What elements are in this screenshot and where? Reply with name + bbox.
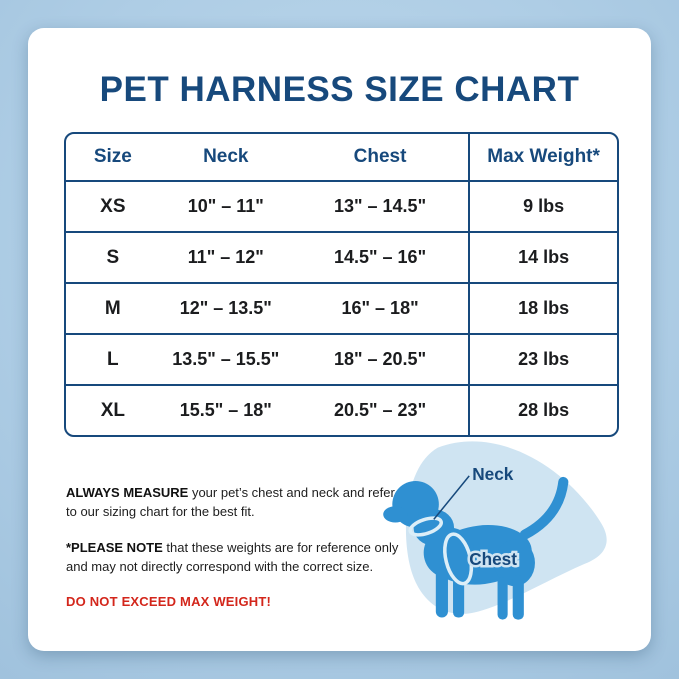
cell-chest: 20.5" – 23" bbox=[333, 400, 427, 420]
cell-size: XL bbox=[100, 399, 125, 421]
cell-chest: 13" – 14.5" bbox=[333, 196, 427, 216]
cell-chest: 14.5" – 16" bbox=[333, 247, 427, 267]
cell-chest: 18" – 20.5" bbox=[333, 349, 427, 369]
note-measure-lead: ALWAYS MEASURE bbox=[66, 485, 189, 500]
table-header-max-weight: Max Weight* bbox=[468, 134, 617, 180]
cell-neck: 10" – 11" bbox=[187, 196, 264, 216]
page-title: PET HARNESS SIZE CHART bbox=[99, 70, 580, 109]
cell-max-weight: 9 lbs bbox=[468, 182, 617, 231]
cell-neck: 12" – 13.5" bbox=[179, 298, 272, 318]
dog-illustration: Neck Chest bbox=[383, 441, 607, 620]
cell-size: S bbox=[106, 246, 120, 268]
cell-neck: 15.5" – 18" bbox=[179, 400, 272, 420]
cell-max-weight: 14 lbs bbox=[468, 233, 617, 282]
table-row: XL 15.5" – 18" 20.5" – 23" 28 lbs bbox=[66, 384, 617, 435]
warning-text: DO NOT EXCEED MAX WEIGHT! bbox=[66, 594, 272, 610]
table-row: S 11" – 12" 14.5" – 16" 14 lbs bbox=[66, 231, 617, 282]
note-measure-text: your pet’s chest and neck and refer to o… bbox=[66, 485, 395, 519]
table-row: M 12" – 13.5" 16" – 18" 18 lbs bbox=[66, 282, 617, 333]
cell-chest: 16" – 18" bbox=[341, 298, 419, 318]
dog-figure: Neck Chest bbox=[365, 423, 623, 631]
neck-ring bbox=[408, 516, 444, 537]
table-header-size: Size bbox=[93, 146, 132, 167]
table-header-neck: Neck bbox=[203, 146, 249, 167]
cell-size: L bbox=[107, 348, 119, 370]
neck-leader-line bbox=[433, 475, 470, 520]
note-reference-text: that these weights are for reference onl… bbox=[66, 539, 399, 574]
cell-neck: 13.5" – 15.5" bbox=[172, 349, 280, 369]
table-header-chest: Chest bbox=[353, 146, 407, 167]
table-header-row: Size Neck Chest Max Weight* bbox=[66, 134, 617, 180]
cell-size: M bbox=[104, 297, 121, 319]
notes-block: ALWAYS MEASURE your pet’s chest and neck… bbox=[66, 484, 402, 629]
chest-label: Chest bbox=[469, 549, 517, 569]
cell-max-weight: 28 lbs bbox=[468, 386, 617, 435]
neck-label: Neck bbox=[472, 464, 514, 484]
cell-max-weight: 18 lbs bbox=[468, 284, 617, 333]
table-row: XS 10" – 11" 13" – 14.5" 9 lbs bbox=[66, 180, 617, 231]
table-row: L 13.5" – 15.5" 18" – 20.5" 23 lbs bbox=[66, 333, 617, 384]
size-chart-card: PET HARNESS SIZE CHART Size Neck Chest M… bbox=[28, 28, 651, 651]
note-reference-lead: *PLEASE NOTE bbox=[66, 539, 163, 555]
note-measure: ALWAYS MEASURE your pet’s chest and neck… bbox=[66, 484, 402, 522]
cell-size: XS bbox=[100, 195, 126, 217]
cell-max-weight: 23 lbs bbox=[468, 335, 617, 384]
size-table: Size Neck Chest Max Weight* XS 10" – 11"… bbox=[64, 132, 619, 437]
cell-neck: 11" – 12" bbox=[187, 247, 264, 267]
note-reference: *PLEASE NOTE that these weights are for … bbox=[66, 539, 402, 577]
chest-ring bbox=[443, 532, 474, 586]
